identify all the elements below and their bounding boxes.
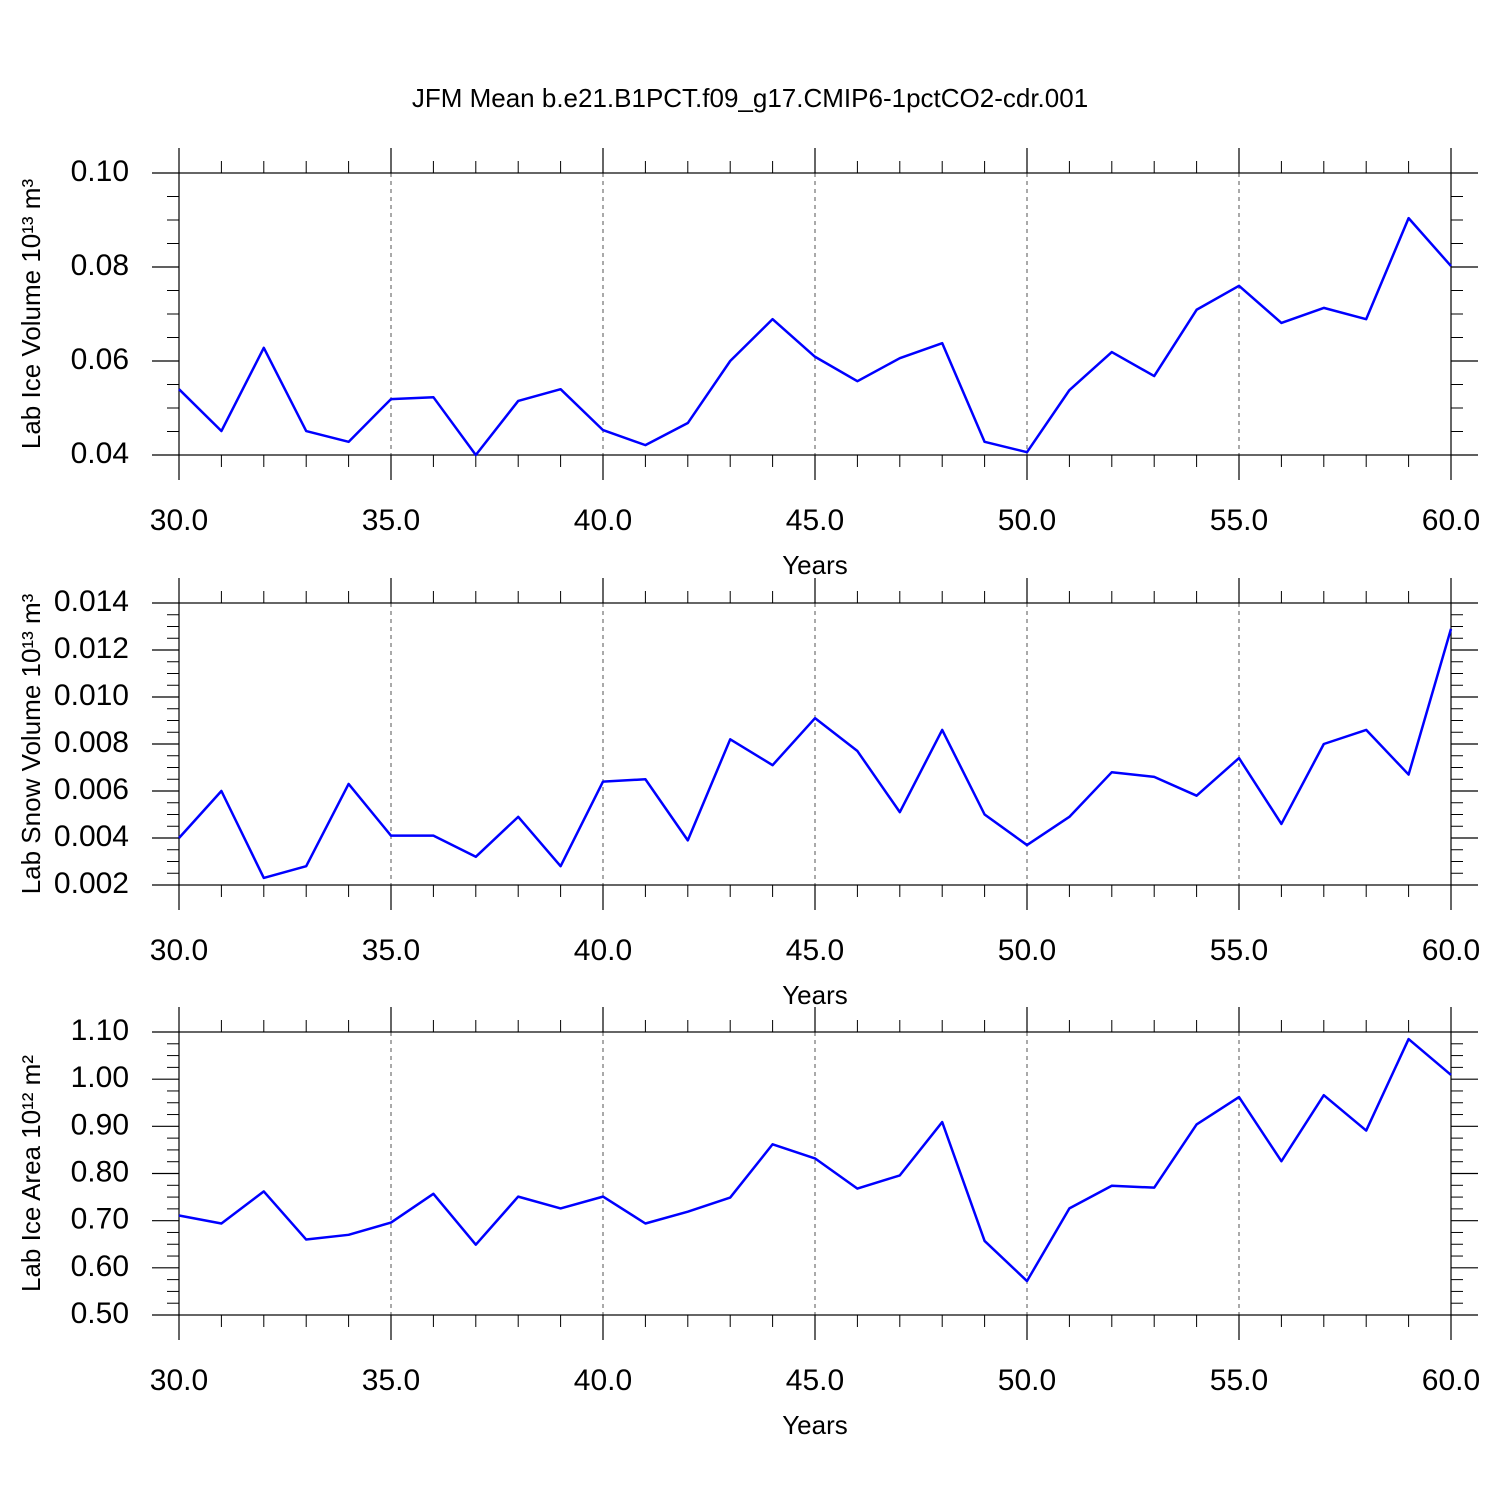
data-line: [178, 628, 1453, 880]
y-tick-label: 0.002: [54, 867, 129, 900]
x-tick-label: 50.0: [998, 934, 1056, 967]
y-axis-title: Lab Snow Volume 10¹³ m³: [16, 593, 46, 894]
x-tick-label: 40.0: [574, 1364, 632, 1397]
y-tick-label: 1.10: [71, 1014, 129, 1047]
x-axis-title: Years: [782, 550, 848, 580]
x-tick-label: 50.0: [998, 1364, 1056, 1397]
y-tick-label: 0.06: [71, 343, 129, 376]
x-tick-label: 30.0: [150, 934, 208, 967]
plot-frame: [178, 602, 1452, 886]
x-tick-label: 40.0: [574, 934, 632, 967]
x-axis-title: Years: [782, 1410, 848, 1440]
x-tick-label: 40.0: [574, 504, 632, 537]
x-tick-label: 45.0: [786, 504, 844, 537]
x-tick-label: 35.0: [362, 1364, 420, 1397]
x-tick-label: 35.0: [362, 934, 420, 967]
plot-frame: [178, 1031, 1452, 1316]
y-tick-label: 0.010: [54, 679, 129, 712]
y-tick-label: 0.50: [71, 1297, 129, 1330]
x-tick-label: 55.0: [1210, 504, 1268, 537]
y-tick-label: 0.80: [71, 1155, 129, 1188]
y-tick-label: 0.08: [71, 249, 129, 282]
y-axis-title: Lab Ice Volume 10¹³ m³: [16, 179, 46, 450]
y-tick-label: 0.006: [54, 773, 129, 806]
plot-frame: [178, 172, 1452, 456]
figure-title: JFM Mean b.e21.B1PCT.f09_g17.CMIP6-1pctC…: [412, 83, 1088, 113]
y-tick-label: 0.004: [54, 820, 129, 853]
y-tick-label: 0.012: [54, 632, 129, 665]
y-tick-label: 0.008: [54, 726, 129, 759]
data-line: [178, 216, 1452, 457]
y-tick-label: 0.60: [71, 1250, 129, 1283]
x-tick-label: 35.0: [362, 504, 420, 537]
x-tick-label: 55.0: [1210, 934, 1268, 967]
x-tick-label: 50.0: [998, 504, 1056, 537]
y-tick-label: 0.90: [71, 1108, 129, 1141]
y-tick-label: 0.014: [54, 585, 129, 618]
x-tick-label: 60.0: [1422, 1364, 1480, 1397]
y-tick-label: 0.70: [71, 1203, 129, 1236]
x-tick-label: 45.0: [786, 934, 844, 967]
x-tick-label: 30.0: [150, 504, 208, 537]
data-line: [178, 1037, 1452, 1283]
y-tick-label: 0.04: [71, 437, 129, 470]
y-tick-label: 0.10: [71, 155, 129, 188]
x-tick-label: 60.0: [1422, 504, 1480, 537]
x-tick-label: 60.0: [1422, 934, 1480, 967]
x-tick-label: 30.0: [150, 1364, 208, 1397]
x-axis-title: Years: [782, 980, 848, 1010]
y-tick-label: 1.00: [71, 1061, 129, 1094]
x-tick-label: 45.0: [786, 1364, 844, 1397]
y-axis-title: Lab Ice Area 10¹² m²: [16, 1055, 46, 1292]
x-tick-label: 55.0: [1210, 1364, 1268, 1397]
